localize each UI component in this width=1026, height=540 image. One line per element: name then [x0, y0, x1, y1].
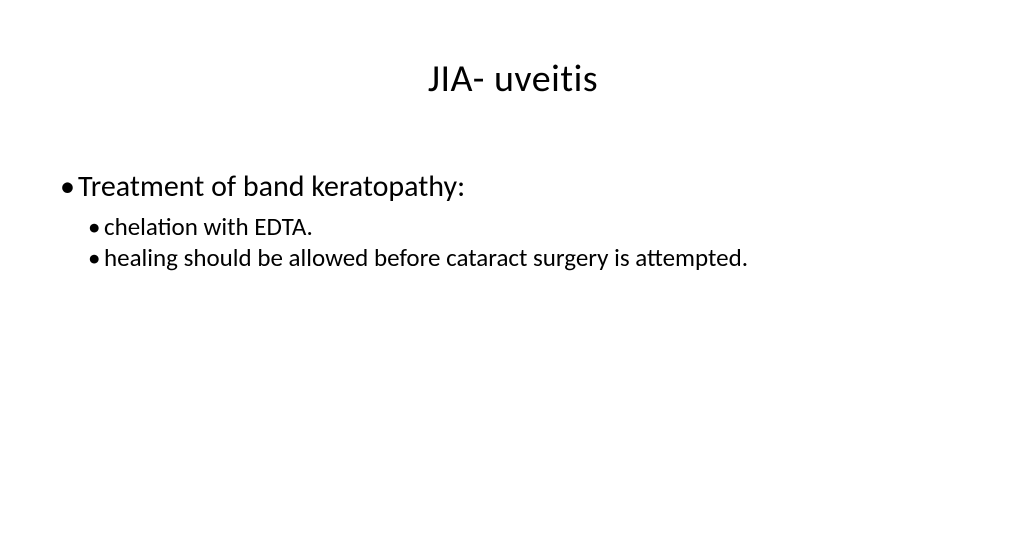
bullet-text: healing should be allowed before catarac…: [104, 242, 748, 273]
slide-body: •Treatment of band keratopathy: •chelati…: [60, 168, 966, 274]
bullet-marker: •: [60, 168, 78, 205]
slide-title: JIA- uveitis: [0, 56, 1026, 102]
bullet-marker: •: [88, 242, 104, 273]
bullet-text: Treatment of band keratopathy:: [78, 168, 465, 205]
bullet-level1: •Treatment of band keratopathy:: [60, 168, 966, 205]
bullet-text: chelation with EDTA.: [104, 211, 313, 242]
bullet-marker: •: [88, 211, 104, 242]
slide: JIA- uveitis •Treatment of band keratopa…: [0, 0, 1026, 540]
bullet-level2: •chelation with EDTA.: [88, 211, 966, 242]
bullet-level2: •healing should be allowed before catara…: [88, 242, 966, 273]
